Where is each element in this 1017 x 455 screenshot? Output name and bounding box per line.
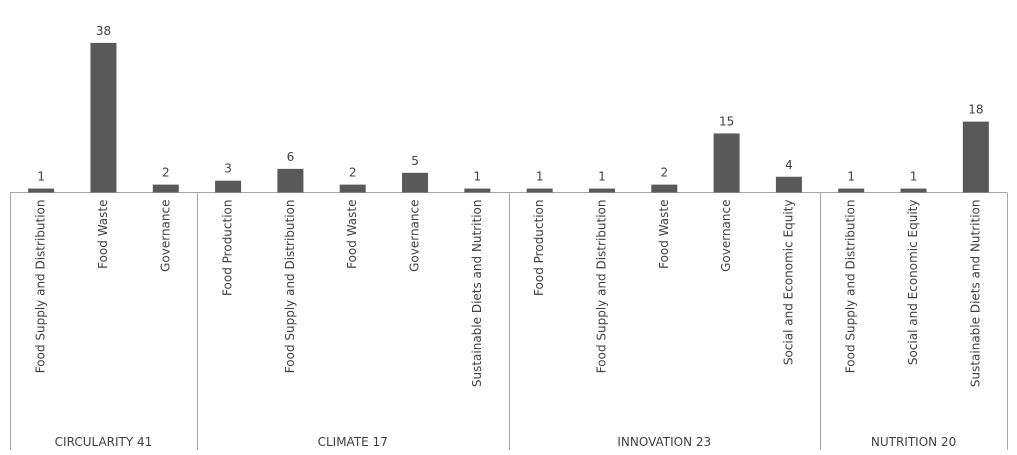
bar: [713, 133, 740, 193]
data-label: 3: [224, 162, 232, 176]
group-label: CIRCULARITY 41: [55, 435, 153, 449]
group-label: CLIMATE 17: [318, 435, 388, 449]
data-label: 2: [660, 166, 668, 180]
data-label: 5: [411, 154, 419, 168]
category-tick-label: Food Production: [532, 200, 546, 296]
category-tick-label: Sustainable Diets and Nutrition: [968, 200, 982, 388]
category-tick-label: Social and Economic Equity: [781, 200, 795, 366]
bar: [339, 184, 366, 193]
group-label: NUTRITION 20: [871, 435, 956, 449]
category-tick-label: Governance: [408, 200, 422, 272]
data-label: 1: [474, 170, 482, 184]
bar: [526, 188, 553, 193]
category-tick-label: Food Waste: [657, 200, 671, 269]
data-label: 1: [536, 170, 544, 184]
bar: [464, 188, 491, 193]
category-tick-label: Governance: [719, 200, 733, 272]
bar: [962, 121, 989, 193]
bar: [900, 188, 927, 193]
category-tick-label: Governance: [158, 200, 172, 272]
bar: [651, 184, 678, 193]
bar: [215, 180, 242, 193]
bar: [28, 188, 55, 193]
bar: [588, 188, 615, 193]
data-label: 2: [162, 166, 170, 180]
bar: [402, 172, 429, 193]
bar: [775, 176, 802, 193]
category-tick-label: Food Supply and Distribution: [34, 200, 48, 374]
data-label: 1: [37, 170, 45, 184]
category-tick-label: Social and Economic Equity: [906, 200, 920, 366]
group-label: INNOVATION 23: [617, 435, 711, 449]
category-tick-label: Food Supply and Distribution: [844, 200, 858, 374]
data-label: 4: [785, 158, 793, 172]
bar: [277, 168, 304, 193]
data-label: 38: [96, 24, 111, 38]
bar: [90, 42, 117, 193]
category-tick-label: Food Production: [221, 200, 235, 296]
category-tick-label: Sustainable Diets and Nutrition: [470, 200, 484, 388]
data-label: 18: [968, 103, 983, 117]
category-tick-label: Food Supply and Distribution: [594, 200, 608, 374]
category-tick-label: Food Waste: [96, 200, 110, 269]
data-label: 1: [847, 170, 855, 184]
data-label: 2: [349, 166, 357, 180]
category-tick-label: Food Supply and Distribution: [283, 200, 297, 374]
bar: [838, 188, 865, 193]
data-label: 1: [598, 170, 606, 184]
category-tick-label: Food Waste: [345, 200, 359, 269]
bar: [152, 184, 179, 193]
data-label: 15: [719, 114, 734, 128]
data-label: 1: [910, 170, 918, 184]
data-label: 6: [287, 150, 295, 164]
